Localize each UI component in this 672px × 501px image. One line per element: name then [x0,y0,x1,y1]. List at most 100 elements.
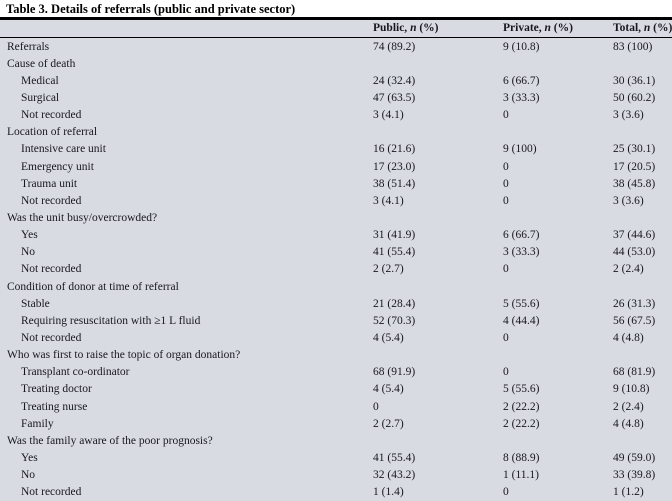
table-row: Medical 24 (32.4) 6 (66.7) 30 (36.1) [0,72,672,89]
cell-private: 9 (10.8) [503,40,540,53]
cell-total: 33 (39.8) [613,469,656,482]
table-title: Table 3. Details of referrals (public an… [6,2,296,16]
cell-public: 38 (51.4) [373,177,416,190]
cell-public: 16 (21.6) [373,143,416,156]
table-row: Transplant co-ordinator 68 (91.9) 0 68 (81.… [0,364,672,381]
row-label: Who was first to raise the topic of orga… [7,349,241,362]
table-row: Not recorded 3 (4.1) 0 3 (3.6) [0,192,672,209]
cell-public: 2 (2.7) [373,263,404,276]
row-label: Yes [21,451,38,464]
table-row: Not recorded 3 (4.1) 0 3 (3.6) [0,107,672,124]
cell-total: 4 (4.8) [613,331,644,344]
header-rule [0,36,672,38]
header-n-italic: n [643,22,651,34]
header-text: Public, [373,22,411,34]
section-row: Location of referral [0,124,672,141]
cell-public: 17 (23.0) [373,160,416,173]
cell-total: 30 (36.1) [613,74,656,87]
cell-total: 83 (100) [613,40,653,53]
header-text: Total, [613,22,644,34]
table-row: Trauma unit 38 (51.4) 0 38 (45.8) [0,175,672,192]
cell-total: 26 (31.3) [613,297,656,310]
row-label: Requiring resuscitation with ≥1 L fluid [21,314,201,327]
cell-public: 41 (55.4) [373,246,416,259]
cell-total: 3 (3.6) [613,194,644,207]
cell-private: 8 (88.9) [503,451,540,464]
cell-public: 74 (89.2) [373,40,416,53]
column-header-total: Total, n (%) [613,22,672,34]
table-body: Referrals 74 (89.2) 9 (10.8) 83 (100) Cause … [0,38,672,501]
header-n-italic: n [544,22,551,34]
row-label: Medical [21,74,59,87]
cell-public: 4 (5.4) [373,383,404,396]
header-text: (%) [650,22,672,34]
table-row: Emergency unit 17 (23.0) 0 17 (20.5) [0,158,672,175]
row-label: Not recorded [21,331,82,344]
cell-public: 3 (4.1) [373,109,404,122]
cell-private: 1 (11.1) [503,469,539,482]
cell-total: 3 (3.6) [613,109,644,122]
table-row: Treating doctor 4 (5.4) 5 (55.6) 9 (10.8) [0,381,672,398]
cell-public: 31 (41.9) [373,229,416,242]
section-row: Cause of death [0,55,672,72]
cell-total: 9 (10.8) [613,383,650,396]
cell-public: 3 (4.1) [373,194,404,207]
header-n-italic: n [410,22,417,34]
column-header-private: Private, n (%) [503,22,613,34]
table-row: No 41 (55.4) 3 (33.3) 44 (53.0) [0,244,672,261]
row-label: Not recorded [21,263,82,276]
cell-total: 25 (30.1) [613,143,656,156]
row-label: Emergency unit [21,160,94,173]
cell-private: 9 (100) [503,143,537,156]
cell-private: 2 (22.2) [503,417,540,430]
cell-private: 3 (33.3) [503,246,540,259]
section-row: Who was first to raise the topic of orga… [0,347,672,364]
cell-private: 0 [503,331,509,344]
cell-private: 0 [503,194,509,207]
cell-private: 0 [503,366,509,379]
table-row: Surgical 47 (63.5) 3 (33.3) 50 (60.2) [0,89,672,106]
cell-total: 17 (20.5) [613,160,656,173]
row-label: No [21,246,36,259]
cell-total: 50 (60.2) [613,91,656,104]
cell-private: 0 [503,263,509,276]
table-row: Treating nurse 0 2 (22.2) 2 (2.4) [0,398,672,415]
cell-total: 49 (59.0) [613,451,656,464]
cell-total: 68 (81.9) [613,366,656,379]
section-row: Was the unit busy/overcrowded? [0,209,672,226]
header-text: (%) [416,22,439,34]
cell-private: 6 (66.7) [503,229,540,242]
cell-private: 0 [503,486,509,499]
cell-private: 0 [503,160,509,173]
table-row: Referrals 74 (89.2) 9 (10.8) 83 (100) [0,38,672,55]
cell-private: 3 (33.3) [503,91,540,104]
table-row: Yes 31 (41.9) 6 (66.7) 37 (44.6) [0,227,672,244]
row-label: Family [21,417,54,430]
cell-public: 1 (1.4) [373,486,404,499]
row-label: Condition of donor at time of referral [7,280,179,293]
row-label: Not recorded [21,194,82,207]
row-label: Transplant co-ordinator [21,366,130,379]
row-label: Treating doctor [21,383,92,396]
row-label: Trauma unit [21,177,78,190]
cell-private: 0 [503,177,509,190]
table-row: Stable 21 (28.4) 5 (55.6) 26 (31.3) [0,295,672,312]
cell-private: 5 (55.6) [503,383,540,396]
row-label: Referrals [7,40,50,53]
cell-total: 4 (4.8) [613,417,644,430]
section-row: Condition of donor at time of referral [0,278,672,295]
cell-private: 4 (44.4) [503,314,540,327]
row-label: Was the family aware of the poor prognos… [7,434,213,447]
row-label: Location of referral [7,126,98,139]
referrals-table: Public, n (%) Private, n (%) Total, n (%… [0,19,672,501]
row-label: Intensive care unit [21,143,106,156]
table-row: Not recorded 4 (5.4) 0 4 (4.8) [0,329,672,346]
cell-public: 32 (43.2) [373,469,416,482]
cell-public: 4 (5.4) [373,331,404,344]
cell-public: 21 (28.4) [373,297,416,310]
top-rule [0,17,672,20]
row-label: No [21,469,36,482]
table-row: Requiring resuscitation with ≥1 L fluid 5… [0,312,672,329]
header-text: Private, [503,22,545,34]
